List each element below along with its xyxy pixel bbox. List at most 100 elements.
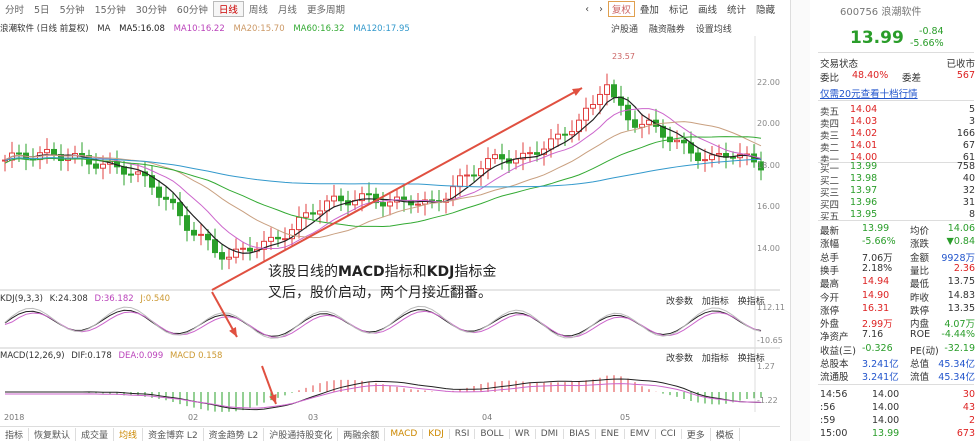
- status-label: 交易状态: [820, 59, 859, 70]
- candle-body: [135, 171, 141, 175]
- macd-cross-arrow-head: [269, 394, 277, 404]
- annotation-part: 该股日线的: [268, 264, 338, 280]
- macd-swap-indicator[interactable]: 换指标: [737, 354, 765, 364]
- vertical-scrollbar[interactable]: [790, 0, 810, 441]
- indicator-tab[interactable]: 成交量: [76, 427, 115, 441]
- stats-cell: 均价: [910, 226, 930, 237]
- candlestick-chart[interactable]: [0, 0, 780, 441]
- candle-body: [688, 142, 694, 154]
- set-ma-button[interactable]: 设置均线: [695, 25, 732, 35]
- markers-button[interactable]: 标记: [668, 5, 688, 16]
- timeframe-tab[interactable]: 分时: [5, 5, 25, 16]
- hgt-button[interactable]: 沪股通: [611, 25, 639, 35]
- candle-body: [324, 200, 330, 212]
- price-tick: 22.00: [757, 78, 780, 87]
- timeframe-tab[interactable]: 5分钟: [59, 5, 85, 16]
- stats-button[interactable]: 统计: [726, 5, 746, 16]
- candle-body: [548, 138, 554, 150]
- kdj-d: D:36.182: [94, 294, 134, 304]
- stats-cell: 收益(三): [820, 345, 856, 357]
- ma-label: MA: [97, 24, 111, 34]
- stats-cell: 13.75: [947, 276, 975, 288]
- next-icon[interactable]: ›: [599, 3, 603, 15]
- timeframe-tab[interactable]: 更多周期: [306, 5, 345, 16]
- indicator-tab[interactable]: 资金趋势 L2: [204, 427, 265, 441]
- macd-change-params[interactable]: 改参数: [666, 354, 694, 364]
- annotation-part: 指标和: [384, 264, 427, 280]
- sell-cell: 卖五: [820, 107, 840, 118]
- timeframe-tab[interactable]: 5日: [34, 5, 50, 16]
- indicator-tab[interactable]: 两融余额: [338, 427, 386, 441]
- price-tick: 18.00: [757, 161, 780, 170]
- indicator-tab-bar: 指标 恢复默认 成交量 均线 资金博弈 L2 资金趋势 L2 沪股通持股变化 两融余额 MACD…: [0, 426, 780, 441]
- annotation-part: 指标金: [454, 264, 497, 280]
- indicator-tab[interactable]: BOLL: [475, 429, 510, 439]
- hide-button[interactable]: 隐藏: [755, 5, 775, 16]
- closed-label: 已收市: [946, 59, 975, 70]
- macd-add-indicator[interactable]: 加指标: [701, 354, 729, 364]
- stats-cell: 涨幅: [820, 239, 840, 251]
- sell-cell: 卖四: [820, 119, 840, 130]
- stats-cell: -0.326: [862, 342, 893, 354]
- indicator-tab[interactable]: ENE: [596, 429, 625, 439]
- indicator-tab[interactable]: 模板: [711, 427, 740, 441]
- candle-body: [303, 212, 309, 218]
- stats-cell: 14.83: [947, 289, 975, 301]
- overlay-button[interactable]: 叠加: [639, 5, 659, 16]
- indicator-tab[interactable]: 均线: [114, 427, 144, 441]
- indicator-tab[interactable]: EMV: [625, 429, 656, 439]
- margin-button[interactable]: 融资融券: [648, 25, 685, 35]
- indicator-tab[interactable]: CCI: [656, 429, 682, 439]
- candle-body: [289, 229, 295, 240]
- timeframe-tab[interactable]: 日线: [212, 1, 244, 17]
- indicator-tab[interactable]: 指标: [0, 427, 30, 441]
- price-tick: 16.00: [757, 202, 780, 211]
- timeframe-tab[interactable]: 30分钟: [135, 5, 167, 16]
- timeframe-tab[interactable]: 周线: [248, 5, 268, 16]
- indicator-tab[interactable]: 沪股通持股变化: [264, 427, 339, 441]
- timeframe-tab[interactable]: 60分钟: [176, 5, 208, 16]
- restore-right-button[interactable]: 复权: [607, 1, 635, 17]
- prev-icon[interactable]: ‹: [585, 3, 590, 15]
- kdj-cross-arrow: [211, 291, 238, 338]
- candle-body: [387, 201, 393, 207]
- stats-cell: 总股本: [820, 359, 849, 370]
- candle-body: [170, 198, 176, 204]
- indicator-tab[interactable]: DMI: [536, 429, 565, 439]
- sell-row: 卖三 14.02 166: [820, 128, 975, 142]
- buy-cell: 40: [962, 173, 975, 184]
- timeframe-tab[interactable]: 15分钟: [94, 5, 126, 16]
- buy-cell: 8: [968, 209, 975, 220]
- candle-body: [471, 174, 477, 177]
- buy-row: 买二 13.98 40: [820, 173, 975, 187]
- indicator-tab[interactable]: 资金博弈 L2: [143, 427, 204, 441]
- timeframe-tab[interactable]: 月线: [277, 5, 297, 16]
- ma10-line: [4, 108, 762, 250]
- trade-row: 15:00 13.99 673: [820, 428, 975, 441]
- draw-line-button[interactable]: 画线: [697, 5, 717, 16]
- kdj-change-params[interactable]: 改参数: [666, 297, 694, 307]
- indicator-tab[interactable]: BIAS: [564, 429, 596, 439]
- stats-row: 净资产 7.16 ROE -4.44%: [820, 329, 975, 343]
- trend-arrow-head: [572, 88, 582, 96]
- kdj-tick: 112.11: [757, 303, 785, 312]
- kdj-add-indicator[interactable]: 加指标: [701, 297, 729, 307]
- level2-link[interactable]: 仅需20元查看十档行情: [820, 89, 918, 100]
- candle-body: [646, 119, 652, 125]
- buy-cell: 32: [962, 185, 975, 196]
- kdj-swap-indicator[interactable]: 换指标: [737, 297, 765, 307]
- indicator-tab[interactable]: 更多: [682, 427, 711, 441]
- indicator-tab[interactable]: WR: [510, 429, 536, 439]
- candle-body: [72, 153, 78, 159]
- kdj-k: K:24.308: [49, 294, 88, 304]
- ma5-line: [4, 96, 762, 254]
- indicator-tab[interactable]: RSI: [450, 429, 476, 439]
- stats-cell: 最低: [910, 279, 930, 291]
- candle-body: [184, 215, 190, 231]
- candle-body: [492, 154, 498, 160]
- indicator-tab[interactable]: MACD: [385, 429, 424, 439]
- candle-body: [737, 153, 743, 159]
- indicator-tab[interactable]: KDJ: [423, 429, 450, 439]
- indicator-tab[interactable]: 恢复默认: [29, 427, 77, 441]
- candle-body: [667, 136, 673, 143]
